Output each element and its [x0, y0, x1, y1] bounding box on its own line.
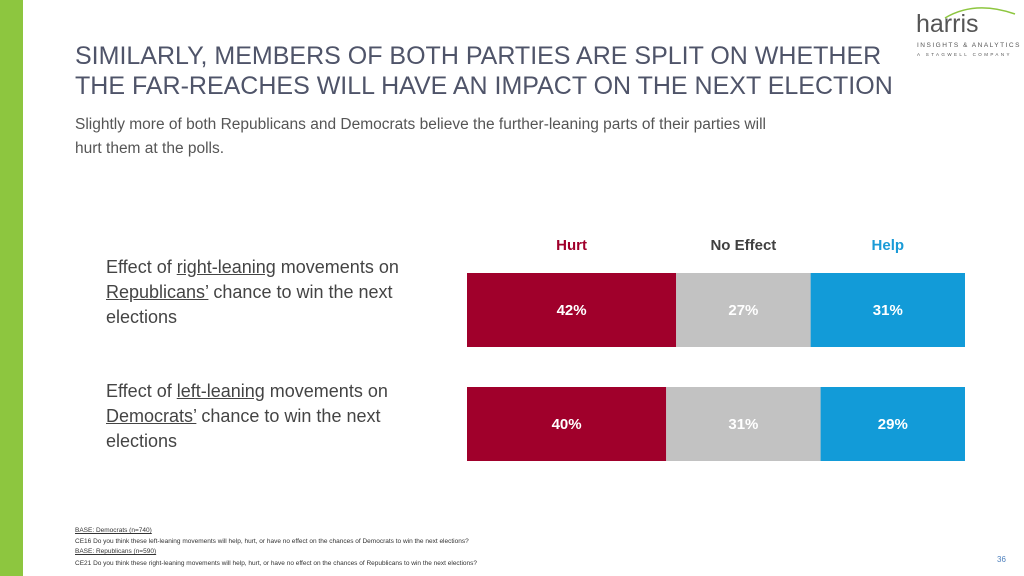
- value-label: 40%: [552, 416, 582, 433]
- accent-bar: [0, 0, 23, 576]
- footnote: BASE: Republicans (n=590): [75, 548, 157, 555]
- footnote: CE21 Do you think these right-leaning mo…: [75, 560, 478, 567]
- bar-segment: [467, 387, 667, 461]
- value-label: 29%: [878, 416, 908, 433]
- value-label: 31%: [873, 302, 903, 319]
- bar-segment: [820, 387, 965, 461]
- footnote: CE16 Do you think these left-leaning mov…: [75, 538, 469, 545]
- category-label: Effect of left-leaning movements on Demo…: [106, 379, 434, 454]
- label-part: chance to win the next elections: [106, 282, 393, 327]
- value-label: 27%: [728, 302, 758, 319]
- footnote: BASE: Democrats (n=740): [75, 527, 152, 534]
- label-part: Democrats’: [106, 406, 197, 426]
- legend-label: Hurt: [556, 237, 587, 254]
- label-part: left-leaning: [176, 381, 265, 401]
- label-part: chance to win the next elections: [106, 406, 381, 451]
- label-part: Republicans’: [106, 282, 209, 302]
- value-label: 42%: [557, 302, 587, 319]
- title-line: THE FAR-REACHES WILL HAVE AN IMPACT ON T…: [75, 72, 893, 100]
- label-part: movements on: [275, 257, 399, 277]
- category-label: Effect of right-leaning movements on Rep…: [106, 255, 436, 330]
- bar-segment: [666, 387, 821, 461]
- label-part: movements on: [264, 381, 388, 401]
- label-part: Effect of: [106, 381, 177, 401]
- bar-segment: [810, 273, 965, 347]
- logo-tagline: INSIGHTS & ANALYTICS: [917, 42, 1021, 49]
- bar-segment: [676, 273, 811, 347]
- subtitle-line: Slightly more of both Republicans and De…: [75, 116, 766, 133]
- value-label: 31%: [728, 416, 758, 433]
- bar-segment: [467, 273, 677, 347]
- subtitle-line: hurt them at the polls.: [75, 140, 225, 157]
- page-number: 36: [997, 555, 1006, 564]
- legend-label: No Effect: [710, 237, 776, 254]
- legend-label: Help: [872, 237, 905, 254]
- logo-parent: A STAGWELL COMPANY: [917, 52, 1012, 57]
- title-line: SIMILARLY, MEMBERS OF BOTH PARTIES ARE S…: [75, 42, 882, 70]
- label-part: Effect of: [106, 257, 177, 277]
- label-part: right-leaning: [176, 257, 276, 277]
